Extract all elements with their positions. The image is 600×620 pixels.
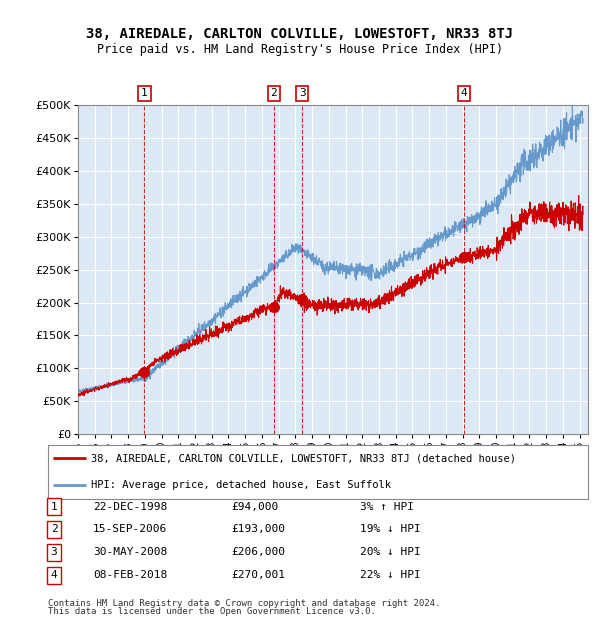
Text: 2: 2 — [271, 89, 277, 99]
Text: 4: 4 — [50, 570, 58, 580]
Text: 38, AIREDALE, CARLTON COLVILLE, LOWESTOFT, NR33 8TJ (detached house): 38, AIREDALE, CARLTON COLVILLE, LOWESTOF… — [91, 453, 516, 463]
Text: 4: 4 — [461, 89, 467, 99]
Text: 2: 2 — [50, 525, 58, 534]
Text: £270,001: £270,001 — [231, 570, 285, 580]
Text: 3% ↑ HPI: 3% ↑ HPI — [360, 502, 414, 512]
Text: This data is licensed under the Open Government Licence v3.0.: This data is licensed under the Open Gov… — [48, 607, 376, 616]
Text: Price paid vs. HM Land Registry's House Price Index (HPI): Price paid vs. HM Land Registry's House … — [97, 43, 503, 56]
Text: £94,000: £94,000 — [231, 502, 278, 512]
Text: 22% ↓ HPI: 22% ↓ HPI — [360, 570, 421, 580]
Text: 15-SEP-2006: 15-SEP-2006 — [93, 525, 167, 534]
Text: 22-DEC-1998: 22-DEC-1998 — [93, 502, 167, 512]
Text: 1: 1 — [50, 502, 58, 512]
Text: 19% ↓ HPI: 19% ↓ HPI — [360, 525, 421, 534]
Text: 38, AIREDALE, CARLTON COLVILLE, LOWESTOFT, NR33 8TJ: 38, AIREDALE, CARLTON COLVILLE, LOWESTOF… — [86, 27, 514, 41]
Text: Contains HM Land Registry data © Crown copyright and database right 2024.: Contains HM Land Registry data © Crown c… — [48, 598, 440, 608]
Text: £193,000: £193,000 — [231, 525, 285, 534]
Text: 3: 3 — [50, 547, 58, 557]
Text: 30-MAY-2008: 30-MAY-2008 — [93, 547, 167, 557]
Text: 1: 1 — [141, 89, 148, 99]
Text: 08-FEB-2018: 08-FEB-2018 — [93, 570, 167, 580]
Text: 20% ↓ HPI: 20% ↓ HPI — [360, 547, 421, 557]
Text: £206,000: £206,000 — [231, 547, 285, 557]
Text: 3: 3 — [299, 89, 305, 99]
Text: HPI: Average price, detached house, East Suffolk: HPI: Average price, detached house, East… — [91, 480, 391, 490]
